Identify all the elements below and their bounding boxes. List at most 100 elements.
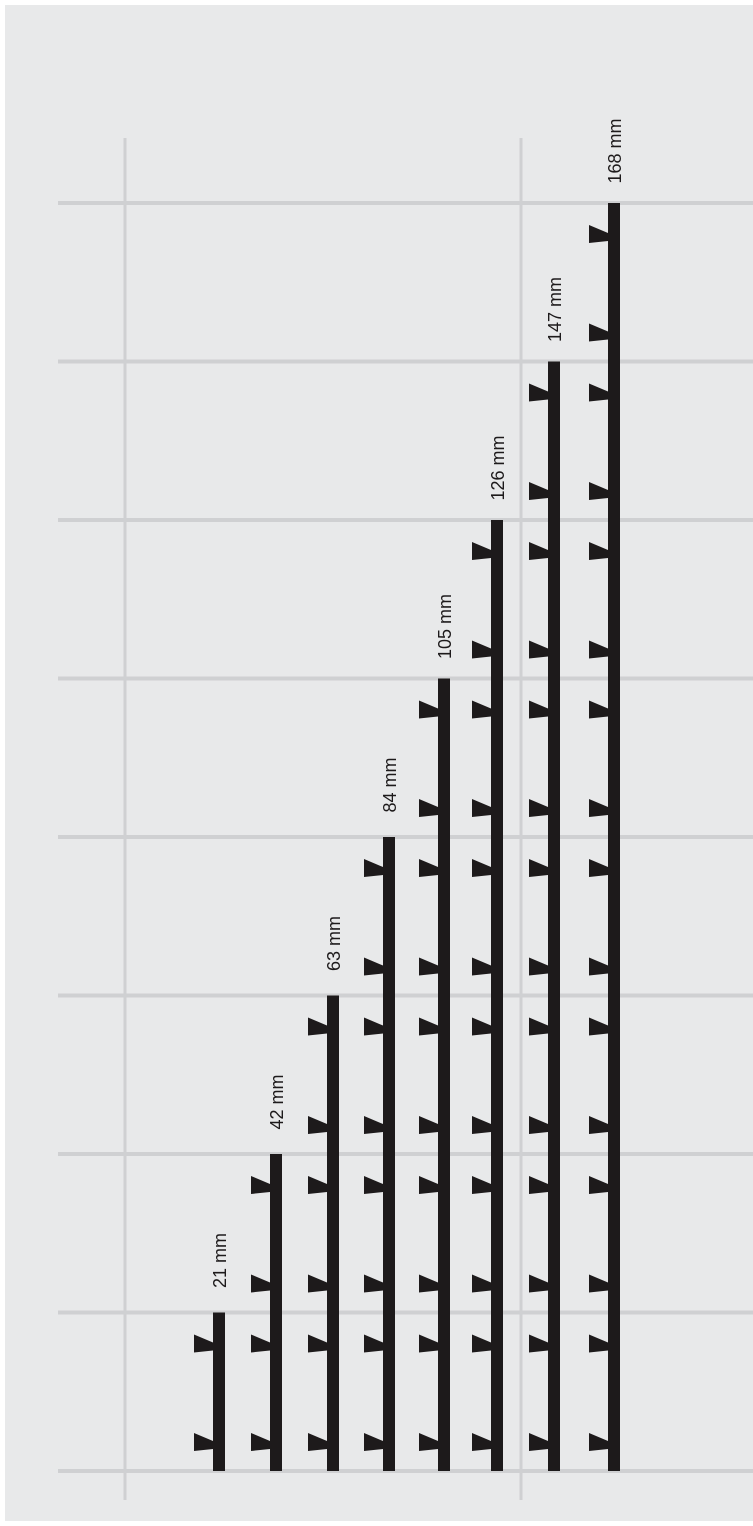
rail-hook xyxy=(589,859,608,877)
rail-hook xyxy=(472,542,491,560)
rail-length-label: 147 mm xyxy=(545,277,565,342)
rail-hook xyxy=(589,1116,608,1134)
rail-hook xyxy=(529,640,548,659)
rail-bar xyxy=(491,520,503,1471)
rail-hook xyxy=(251,1274,270,1293)
rail-hook xyxy=(589,482,608,500)
rail-hook xyxy=(529,1274,548,1293)
rail-hook xyxy=(589,957,608,976)
rail-bar xyxy=(608,203,620,1471)
rail-5 xyxy=(419,678,450,1471)
rail-8 xyxy=(589,203,620,1471)
rail-hook xyxy=(472,1433,491,1451)
rail-hook xyxy=(251,1176,270,1194)
rail-labels: 21 mm 42 mm 63 mm 84 mm 105 mm 126 mm 147 mm 16… xyxy=(210,118,625,1288)
rail-hook xyxy=(589,799,608,817)
rail-hook xyxy=(364,1433,383,1451)
rail-hook xyxy=(529,1334,548,1353)
rail-bar xyxy=(213,1312,225,1471)
rail-1 xyxy=(194,1312,225,1471)
rail-hook xyxy=(472,700,491,719)
rail-bar xyxy=(270,1154,282,1471)
rail-hook xyxy=(419,859,438,877)
rail-hook xyxy=(419,700,438,719)
rail-hook xyxy=(529,799,548,817)
rail-length-label: 168 mm xyxy=(605,118,625,183)
rail-hook xyxy=(529,1176,548,1194)
rail-hook xyxy=(589,1334,608,1353)
rail-hook xyxy=(589,1176,608,1194)
rail-hook xyxy=(589,1274,608,1293)
rail-hook xyxy=(308,1433,327,1451)
rail-hook xyxy=(589,542,608,560)
rails-group xyxy=(194,203,620,1471)
rail-hook xyxy=(419,799,438,817)
rail-hook xyxy=(419,1433,438,1451)
rail-hook xyxy=(419,1116,438,1134)
rail-hook xyxy=(419,957,438,976)
rail-hook xyxy=(529,957,548,976)
rail-hook xyxy=(308,1334,327,1353)
rail-hook xyxy=(472,640,491,659)
rail-length-label: 21 mm xyxy=(210,1233,230,1288)
rail-hook xyxy=(472,1116,491,1134)
rail-bar xyxy=(438,678,450,1471)
rail-hook xyxy=(251,1334,270,1353)
rail-hook xyxy=(529,383,548,402)
rail-4 xyxy=(364,837,395,1471)
rail-hook xyxy=(419,1334,438,1353)
rail-hook xyxy=(589,1433,608,1451)
rail-hook xyxy=(419,1176,438,1194)
rail-hook xyxy=(419,1017,438,1036)
rail-hook xyxy=(472,1334,491,1353)
rail-hook xyxy=(364,1017,383,1036)
rail-hook xyxy=(589,640,608,659)
rail-hook xyxy=(364,1334,383,1353)
rail-hook xyxy=(472,1274,491,1293)
rail-hook xyxy=(364,1116,383,1134)
rail-hook xyxy=(589,383,608,402)
rail-2 xyxy=(251,1154,282,1471)
grid-lines xyxy=(58,138,753,1500)
rail-hook xyxy=(472,1176,491,1194)
rail-bar xyxy=(327,995,339,1471)
rail-hook xyxy=(364,1274,383,1293)
rail-length-label: 105 mm xyxy=(435,594,455,659)
rail-hook xyxy=(589,225,608,243)
rail-hook xyxy=(529,700,548,719)
rail-hook xyxy=(472,799,491,817)
rail-hook xyxy=(194,1334,213,1353)
rail-hook xyxy=(529,1433,548,1451)
rail-hook xyxy=(589,323,608,342)
rail-hook xyxy=(364,1176,383,1194)
rail-hook xyxy=(529,859,548,877)
rail-length-label: 126 mm xyxy=(488,435,508,500)
rail-length-label: 84 mm xyxy=(380,757,400,812)
rail-hook xyxy=(308,1116,327,1134)
rail-hook xyxy=(472,957,491,976)
rail-hook xyxy=(589,1017,608,1036)
rail-hook xyxy=(308,1017,327,1036)
rail-bar xyxy=(548,361,560,1471)
rail-3 xyxy=(308,995,339,1471)
rail-length-label: 42 mm xyxy=(267,1074,287,1129)
rail-6 xyxy=(472,520,503,1471)
rail-hook xyxy=(529,1116,548,1134)
rail-hook xyxy=(472,859,491,877)
rail-length-label: 63 mm xyxy=(324,916,344,971)
rail-hook xyxy=(364,957,383,976)
rail-hook xyxy=(589,700,608,719)
rail-bar xyxy=(383,837,395,1471)
diagram-panel xyxy=(5,5,753,1521)
rail-hook xyxy=(194,1433,213,1451)
rail-7 xyxy=(529,361,560,1471)
rail-hook xyxy=(529,482,548,500)
rail-hook xyxy=(529,542,548,560)
rail-hook xyxy=(529,1017,548,1036)
rail-hook xyxy=(472,1017,491,1036)
rail-hook xyxy=(419,1274,438,1293)
rail-hook xyxy=(308,1274,327,1293)
rail-hook xyxy=(308,1176,327,1194)
